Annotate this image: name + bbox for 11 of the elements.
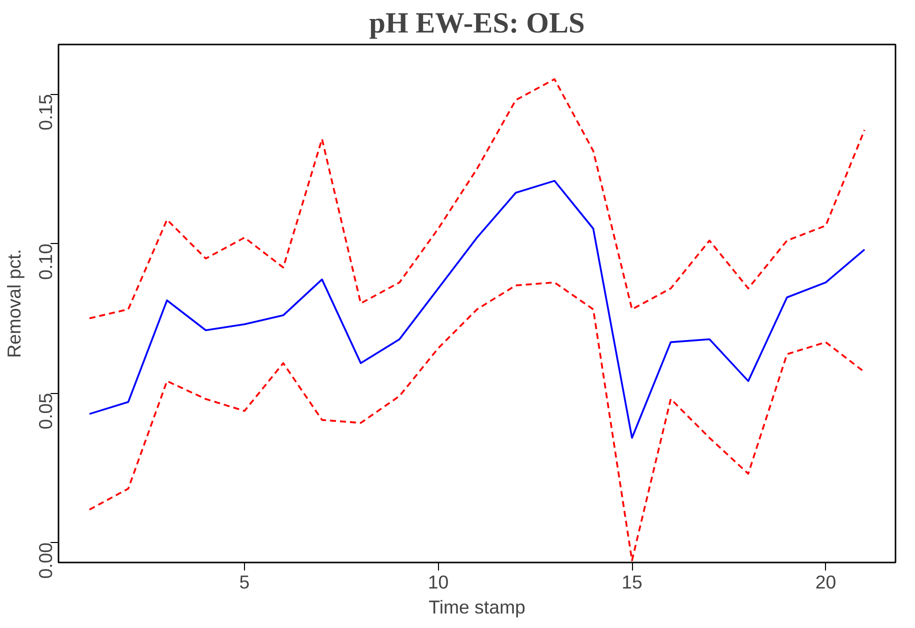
x-tick-label: 10 [428, 572, 449, 592]
y-tick-label: 0.00 [35, 542, 56, 579]
x-axis-title: Time stamp [428, 596, 526, 618]
y-tick-label: 0.05 [35, 393, 56, 430]
x-tick-label: 20 [815, 572, 836, 592]
y-tick-label: 0.10 [35, 244, 56, 280]
chart-title: pH EW-ES: OLS [369, 8, 585, 40]
x-tick-label: 15 [622, 572, 642, 592]
x-tick-label: 5 [239, 572, 250, 592]
y-tick-label: 0.15 [35, 94, 56, 130]
y-axis-title: Removal pct. [4, 249, 24, 358]
